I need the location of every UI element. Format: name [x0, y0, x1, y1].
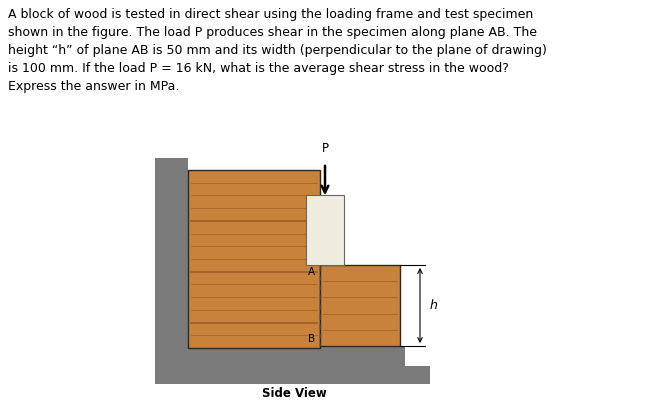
Bar — [155, 160, 188, 365]
Bar — [155, 366, 430, 384]
Text: h: h — [430, 299, 438, 312]
Bar — [188, 170, 320, 348]
Text: A: A — [308, 267, 315, 277]
Bar — [155, 346, 405, 368]
Bar — [155, 158, 188, 168]
Bar — [320, 265, 400, 346]
Text: Side View: Side View — [262, 387, 326, 400]
Text: P: P — [322, 142, 328, 155]
Text: A block of wood is tested in direct shear using the loading frame and test speci: A block of wood is tested in direct shea… — [8, 8, 547, 93]
Text: B: B — [308, 334, 315, 344]
Bar — [306, 195, 344, 265]
